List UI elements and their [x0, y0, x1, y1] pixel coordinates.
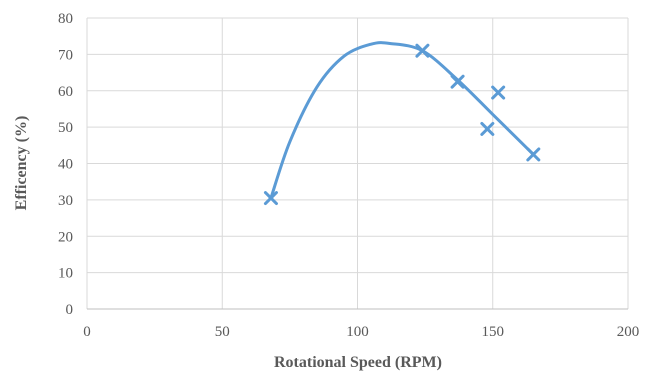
marker-stroke [450, 74, 465, 89]
marker-stroke [263, 191, 278, 206]
data-point-marker [480, 121, 495, 136]
data-point-marker [263, 191, 278, 206]
data-point-marker [491, 85, 506, 100]
y-tick-label: 40 [58, 157, 73, 173]
x-tick-label: 150 [482, 324, 505, 340]
x-axis-title: Rotational Speed (RPM) [274, 354, 442, 371]
marker-stroke [415, 43, 430, 58]
data-markers [263, 43, 541, 206]
y-tick-label: 70 [58, 47, 73, 63]
y-axis-title: Efficency (%) [13, 116, 30, 211]
y-tick-label: 80 [58, 11, 73, 27]
x-tick-label: 100 [346, 324, 369, 340]
y-tick-label: 0 [66, 302, 74, 318]
marker-stroke [526, 147, 541, 162]
y-tick-label: 30 [58, 193, 73, 209]
data-point-marker [450, 74, 465, 89]
y-tick-labels: 0 10 20 30 40 50 60 70 80 [58, 11, 73, 318]
x-tick-label: 200 [617, 324, 640, 340]
grid-lines [86, 17, 629, 309]
y-tick-label: 60 [58, 84, 73, 100]
data-point-marker [415, 43, 430, 58]
x-tick-labels: 0 50 100 150 200 [83, 324, 639, 340]
y-tick-label: 50 [58, 120, 73, 136]
x-tick-label: 50 [215, 324, 230, 340]
trendline [269, 41, 535, 200]
data-point-marker [526, 147, 541, 162]
y-tick-label: 10 [58, 266, 73, 282]
marker-stroke [480, 121, 495, 136]
y-tick-label: 20 [58, 229, 73, 245]
trendline-group [269, 41, 535, 200]
marker-stroke [491, 85, 506, 100]
x-tick-label: 0 [83, 324, 91, 340]
